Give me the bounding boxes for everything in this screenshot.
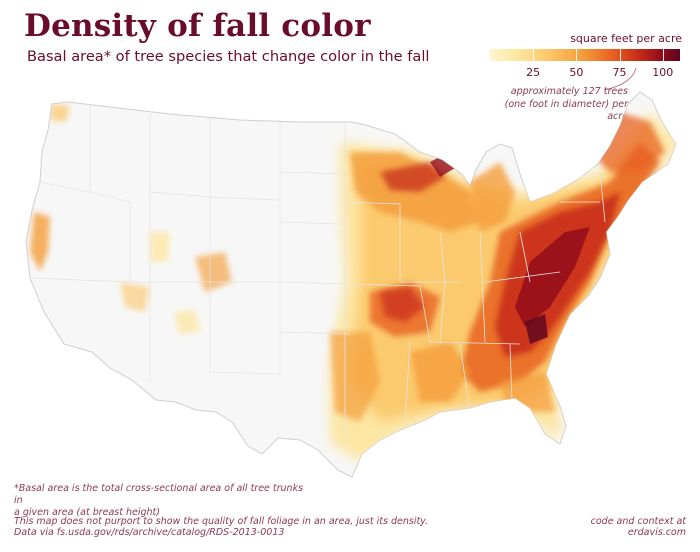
basal-area-footnote: *Basal area is the total cross-sectional… bbox=[14, 483, 314, 519]
footnote-line2: a given area (at breast height) bbox=[14, 507, 160, 518]
legend-label-25: 25 bbox=[526, 66, 541, 79]
us-density-map bbox=[25, 91, 677, 478]
map-title: Density of fall color bbox=[24, 8, 371, 44]
legend-note-line2: (one foot in diameter) per acre bbox=[504, 98, 628, 123]
legend-label-100: 100 bbox=[652, 66, 674, 79]
legend-tick-25 bbox=[533, 49, 535, 63]
legend-tick-50 bbox=[576, 49, 578, 63]
footnote-line1: *Basal area is the total cross-sectional… bbox=[14, 483, 304, 506]
map-subtitle: Basal area* of tree species that change … bbox=[27, 48, 430, 65]
legend-label-50: 50 bbox=[569, 66, 584, 79]
legend-pointer-line bbox=[603, 67, 637, 91]
state-borders bbox=[29, 102, 606, 442]
legend-note: approximately 127 trees (one foot in dia… bbox=[484, 86, 628, 124]
credit-block: code and context at erdavis.com bbox=[536, 516, 686, 538]
legend-gradient-bar bbox=[490, 49, 680, 61]
color-legend: square feet per acre 25 50 75 100 bbox=[488, 32, 684, 102]
legend-title: square feet per acre bbox=[570, 32, 682, 45]
credit-line2: erdavis.com bbox=[627, 527, 686, 538]
credit-line1: code and context at bbox=[590, 516, 686, 527]
legend-label-75: 75 bbox=[612, 66, 627, 79]
disclaimer-line2: Data via fs.usda.gov/rds/archive/catalog… bbox=[14, 527, 285, 538]
legend-note-line1: approximately 127 trees bbox=[510, 86, 628, 97]
disclaimer-line1: This map does not purport to show the qu… bbox=[14, 516, 429, 527]
legend-tick-75 bbox=[619, 49, 621, 63]
data-disclaimer: This map does not purport to show the qu… bbox=[14, 516, 434, 538]
legend-tick-100 bbox=[662, 49, 664, 63]
density-layer bbox=[30, 104, 676, 462]
